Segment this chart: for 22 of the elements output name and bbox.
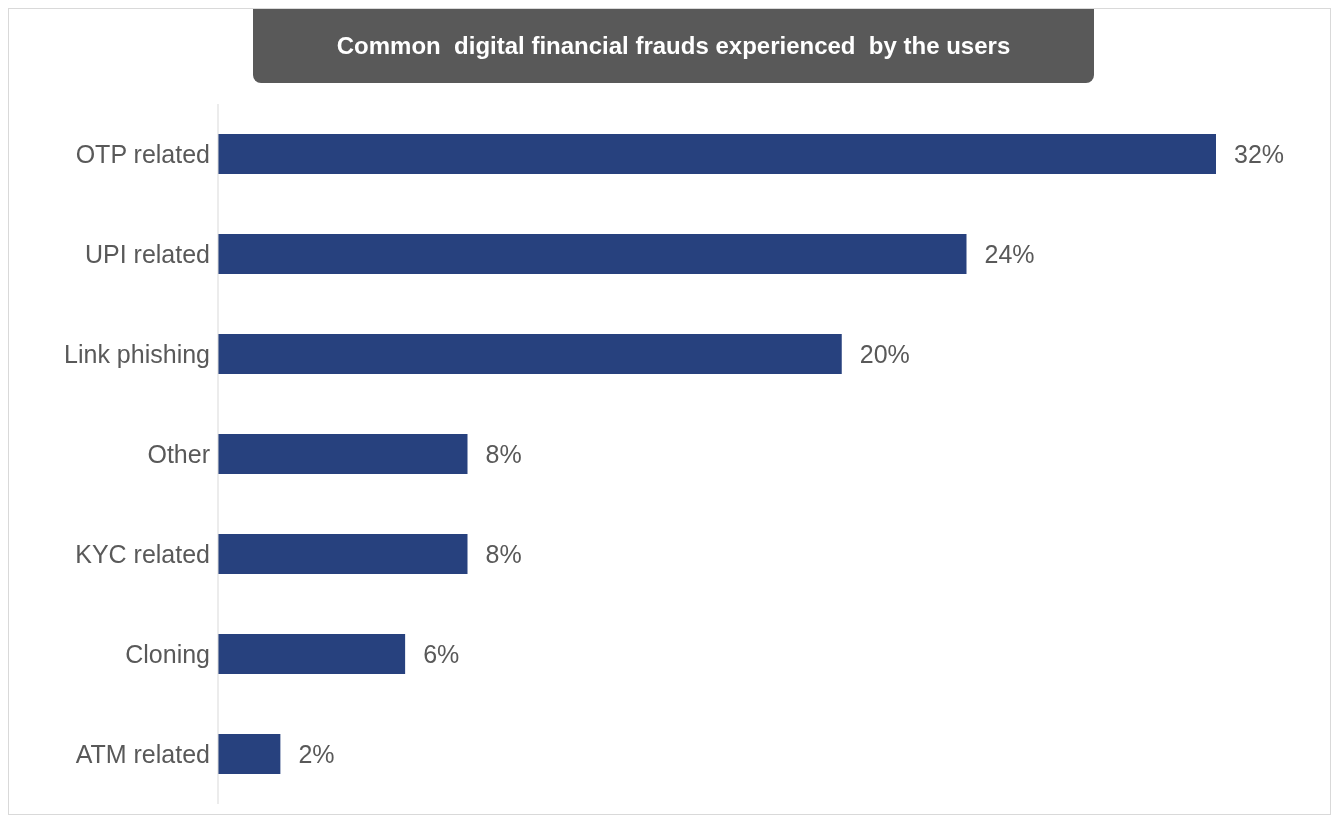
bar [218,434,468,474]
bar [218,234,967,274]
y-tick-label: Link phishing [64,339,210,368]
data-label: 24% [984,239,1035,268]
y-tick-label: ATM related [75,739,210,768]
data-label: 32% [1234,139,1285,168]
y-tick-label: Cloning [125,639,210,668]
bar [218,134,1216,174]
y-tick-label: KYC related [75,539,210,568]
bar [218,634,406,674]
bar [218,534,468,574]
bar [218,734,281,774]
y-tick-label: OTP related [75,139,210,168]
chart-title: Common digital financial frauds experienced by the users [253,9,1094,83]
y-tick-label: Other [147,439,210,468]
data-label: 8% [485,439,522,468]
y-tick-label: UPI related [84,239,210,268]
data-label: 6% [423,639,460,668]
bar [218,334,842,374]
data-label: 2% [298,739,335,768]
data-label: 20% [859,339,910,368]
data-label: 8% [485,539,522,568]
